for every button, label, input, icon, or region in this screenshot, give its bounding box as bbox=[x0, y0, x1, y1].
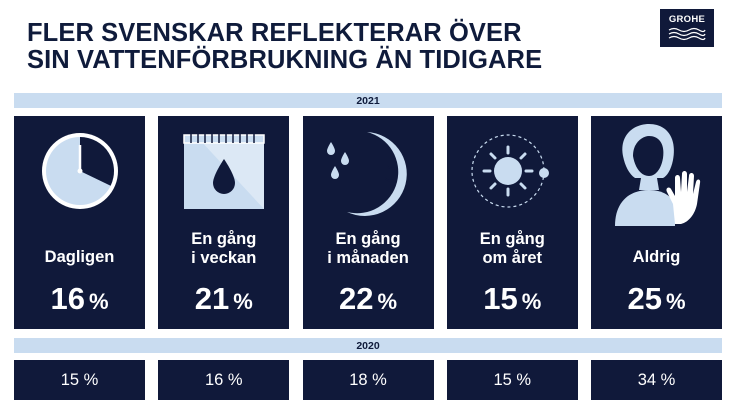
value-2021: 16% bbox=[14, 282, 145, 322]
cards-2020: 15 % 16 % 18 % 15 % 34 % bbox=[14, 360, 722, 400]
icon-wrap bbox=[158, 116, 289, 226]
card-label: En gång om året bbox=[447, 230, 578, 268]
cards-2021: Dagligen 16% En gång i veckan bbox=[14, 116, 722, 329]
card-dagligen: Dagligen 16% bbox=[14, 116, 145, 329]
value-2020-i-manaden: 18 % bbox=[302, 360, 434, 400]
value-unit: % bbox=[233, 289, 253, 314]
value-2020-i-veckan: 16 % bbox=[158, 360, 290, 400]
year-label-2021: 2021 bbox=[356, 94, 380, 107]
label-line-1: Dagligen bbox=[44, 248, 115, 266]
logo-text: GROHE bbox=[668, 14, 706, 25]
icon-wrap bbox=[447, 116, 578, 226]
label-line-1: En gång bbox=[191, 230, 257, 248]
label-line-1: Aldrig bbox=[632, 248, 681, 266]
value-2021: 22% bbox=[303, 282, 434, 322]
value-number: 21 bbox=[194, 281, 230, 316]
person-stop-hand-icon bbox=[614, 124, 700, 226]
value-2020-aldrig: 34 % bbox=[591, 360, 722, 400]
value-2021: 15% bbox=[447, 282, 578, 322]
card-en-gang-i-veckan: En gång i veckan 21% bbox=[158, 116, 290, 329]
value-unit: % bbox=[377, 289, 398, 314]
label-line-1: En gång bbox=[479, 230, 545, 248]
title-line-2: SIN VATTENFÖRBRUKNING ÄN TIDIGARE bbox=[27, 46, 543, 74]
value-2020-dagligen: 15 % bbox=[14, 360, 145, 400]
moon-drops-icon bbox=[327, 132, 407, 216]
card-label: En gång i veckan bbox=[158, 230, 289, 268]
value-number: 15 bbox=[483, 281, 518, 316]
title-line-1: FLER SVENSKAR REFLEKTERAR ÖVER bbox=[27, 19, 522, 47]
grohe-logo: GROHE bbox=[660, 9, 714, 47]
card-label: Dagligen bbox=[14, 248, 145, 267]
page-title: FLER SVENSKAR REFLEKTERAR ÖVER SIN VATTE… bbox=[27, 20, 627, 74]
value-2020-om-aret: 15 % bbox=[446, 360, 578, 400]
sun-orbit-icon bbox=[471, 134, 550, 208]
icon-wrap bbox=[14, 116, 145, 226]
card-en-gang-i-manaden: En gång i månaden 22% bbox=[302, 116, 434, 329]
icon-wrap bbox=[303, 116, 434, 226]
year-bar-2021: 2021 bbox=[14, 93, 722, 108]
clock-icon bbox=[41, 133, 118, 209]
label-line-1: En gång bbox=[335, 230, 401, 248]
value-number: 22 bbox=[338, 281, 374, 316]
card-label: En gång i månaden bbox=[303, 230, 434, 268]
value-2021: 25% bbox=[591, 282, 722, 322]
value-unit: % bbox=[88, 289, 109, 314]
label-line-2: i månaden bbox=[327, 249, 409, 267]
year-label-2020: 2020 bbox=[356, 339, 380, 352]
label-line-2: om året bbox=[482, 249, 543, 267]
value-unit: % bbox=[665, 289, 686, 314]
label-line-2: i veckan bbox=[191, 249, 257, 267]
value-2021: 21% bbox=[158, 282, 289, 322]
value-number: 16 bbox=[50, 281, 85, 316]
icon-wrap bbox=[591, 116, 722, 226]
card-label: Aldrig bbox=[591, 248, 722, 267]
value-unit: % bbox=[521, 289, 542, 314]
calendar-drop-icon bbox=[183, 133, 265, 209]
card-en-gang-om-aret: En gång om året 15% bbox=[446, 116, 578, 329]
wave-icon bbox=[668, 27, 706, 41]
value-number: 25 bbox=[627, 281, 662, 316]
year-bar-2020: 2020 bbox=[14, 338, 722, 353]
card-aldrig: Aldrig 25% bbox=[591, 116, 722, 329]
